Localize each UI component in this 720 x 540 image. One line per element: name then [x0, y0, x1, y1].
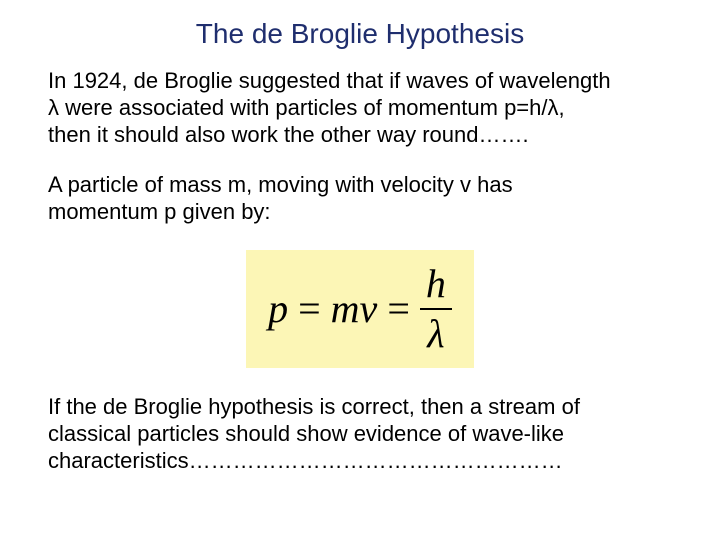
para1-line1: In 1924, de Broglie suggested that if wa…	[48, 68, 611, 93]
para3-line2: classical particles should show evidence…	[48, 421, 564, 446]
para3-line1: If the de Broglie hypothesis is correct,…	[48, 394, 580, 419]
eq-lhs: p	[268, 289, 288, 329]
eq-equals-2: =	[387, 289, 410, 329]
equation-de-broglie: p = mv = h λ	[246, 250, 474, 368]
eq-fraction: h λ	[420, 264, 452, 354]
paragraph-intro: In 1924, de Broglie suggested that if wa…	[48, 68, 672, 148]
para3-line3: characteristics……………………………………………	[48, 448, 563, 473]
slide: The de Broglie Hypothesis In 1924, de Br…	[0, 0, 720, 540]
paragraph-momentum: A particle of mass m, moving with veloci…	[48, 172, 672, 226]
equation-container: p = mv = h λ	[48, 250, 672, 368]
eq-equals-1: =	[298, 289, 321, 329]
eq-frac-den: λ	[421, 310, 450, 354]
equation-row: p = mv = h λ	[268, 264, 452, 354]
slide-title: The de Broglie Hypothesis	[48, 18, 672, 50]
para1-line3: then it should also work the other way r…	[48, 122, 529, 147]
eq-mv: mv	[331, 289, 378, 329]
eq-frac-num: h	[420, 264, 452, 308]
paragraph-conclusion: If the de Broglie hypothesis is correct,…	[48, 394, 672, 474]
para2-line2: momentum p given by:	[48, 199, 271, 224]
para1-line2: λ were associated with particles of mome…	[48, 95, 565, 120]
para2-line1: A particle of mass m, moving with veloci…	[48, 172, 513, 197]
